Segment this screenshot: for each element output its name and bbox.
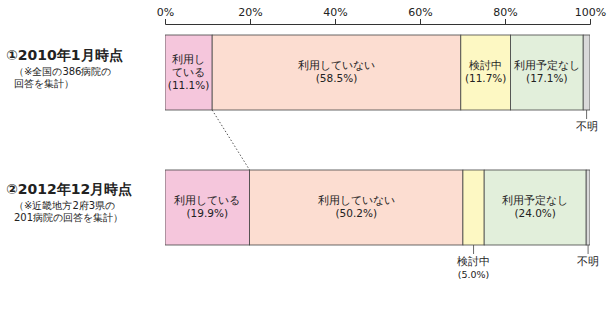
- tick-mark: [505, 19, 506, 24]
- category-note: （※近畿地方2府3県の: [14, 200, 115, 211]
- bar-segment: [461, 35, 511, 110]
- segment-name: 不明: [576, 120, 598, 132]
- segment-name-line: 検討中: [469, 59, 502, 71]
- value-label: (11.1%): [168, 79, 210, 91]
- category-label: ②2012年12月時点: [6, 181, 132, 197]
- category-note: 201病院の回答を集計）: [14, 212, 123, 223]
- category-note: 回答を集計）: [14, 78, 74, 89]
- category-note: （※全国の386病院の: [14, 66, 111, 77]
- value-label: (19.9%): [187, 207, 229, 219]
- segment-name-line: 利用し: [172, 53, 205, 65]
- tick-label: 100%: [575, 6, 606, 19]
- segment-name: 利用している: [172, 53, 205, 78]
- chart-svg: 0%20%40%60%80%100%利用している(11.1%)利用している(19…: [0, 0, 610, 309]
- tick-mark: [250, 19, 251, 24]
- x-axis: 0% 20% 40% 60% 80% 100%: [157, 6, 606, 25]
- tick: 0%: [157, 6, 174, 24]
- axis-line: [166, 19, 591, 25]
- tick-label: 40%: [323, 6, 347, 19]
- segment-name-line: 利用している: [174, 194, 240, 206]
- value-label: (50.2%): [335, 207, 377, 219]
- value-label: (58.5%): [316, 72, 358, 84]
- connector: [212, 110, 249, 170]
- category-label: ①2010年1月時点: [6, 47, 123, 63]
- bar-segment: [165, 35, 212, 110]
- value-label: (11.7%): [465, 72, 507, 84]
- tick-label: 80%: [493, 6, 517, 19]
- bar-segment: [250, 170, 463, 245]
- tick-mark: [590, 19, 591, 24]
- segment-name-line: 利用していない: [318, 194, 395, 206]
- chart: 0%20%40%60%80%100%利用している(11.1%)利用している(19…: [0, 0, 610, 309]
- leader-line: [473, 245, 474, 254]
- tick: 100%: [575, 6, 606, 24]
- tick: 20%: [238, 6, 262, 24]
- tick-label: 60%: [408, 6, 432, 19]
- segment-name: 不明: [577, 255, 599, 267]
- bar-segment: [212, 35, 461, 110]
- bars: [165, 35, 590, 245]
- segment-name: 利用予定なし: [514, 59, 580, 71]
- segment-name-line: 利用予定なし: [514, 59, 580, 71]
- tick: 60%: [408, 6, 432, 24]
- tick: 40%: [323, 6, 347, 24]
- segment-name: 検討中: [457, 255, 490, 267]
- bar-segment: [463, 170, 484, 245]
- tick-mark: [420, 19, 421, 24]
- segment-name-line: 利用していない: [298, 59, 375, 71]
- bar-segment: [583, 35, 590, 110]
- value-label: (17.1%): [526, 72, 568, 84]
- tick-label: 20%: [238, 6, 262, 19]
- bar-segment: [511, 35, 584, 110]
- tick-mark: [165, 19, 166, 24]
- tick-label: 0%: [157, 6, 174, 19]
- segment-name-line: 利用予定なし: [502, 194, 568, 206]
- segment-name: 利用していない: [298, 59, 375, 71]
- tick-mark: [335, 19, 336, 24]
- leader-line: [586, 110, 587, 119]
- tick: 80%: [493, 6, 517, 24]
- segment-name-line: ている: [172, 66, 205, 78]
- leader-line: [588, 245, 589, 254]
- segment-name: 利用していない: [318, 194, 395, 206]
- labels: 利用している(11.1%)利用している(19.9%)利用していない(58.5%)…: [168, 53, 599, 280]
- segment-name: 検討中: [469, 59, 502, 71]
- value-label: (5.0%): [458, 269, 490, 280]
- segment-name: 利用予定なし: [502, 194, 568, 206]
- value-label: (24.0%): [514, 207, 556, 219]
- bar-segment: [586, 170, 590, 245]
- bar-segment: [165, 170, 250, 245]
- segment-name: 利用している: [174, 194, 240, 206]
- bar-segment: [484, 170, 586, 245]
